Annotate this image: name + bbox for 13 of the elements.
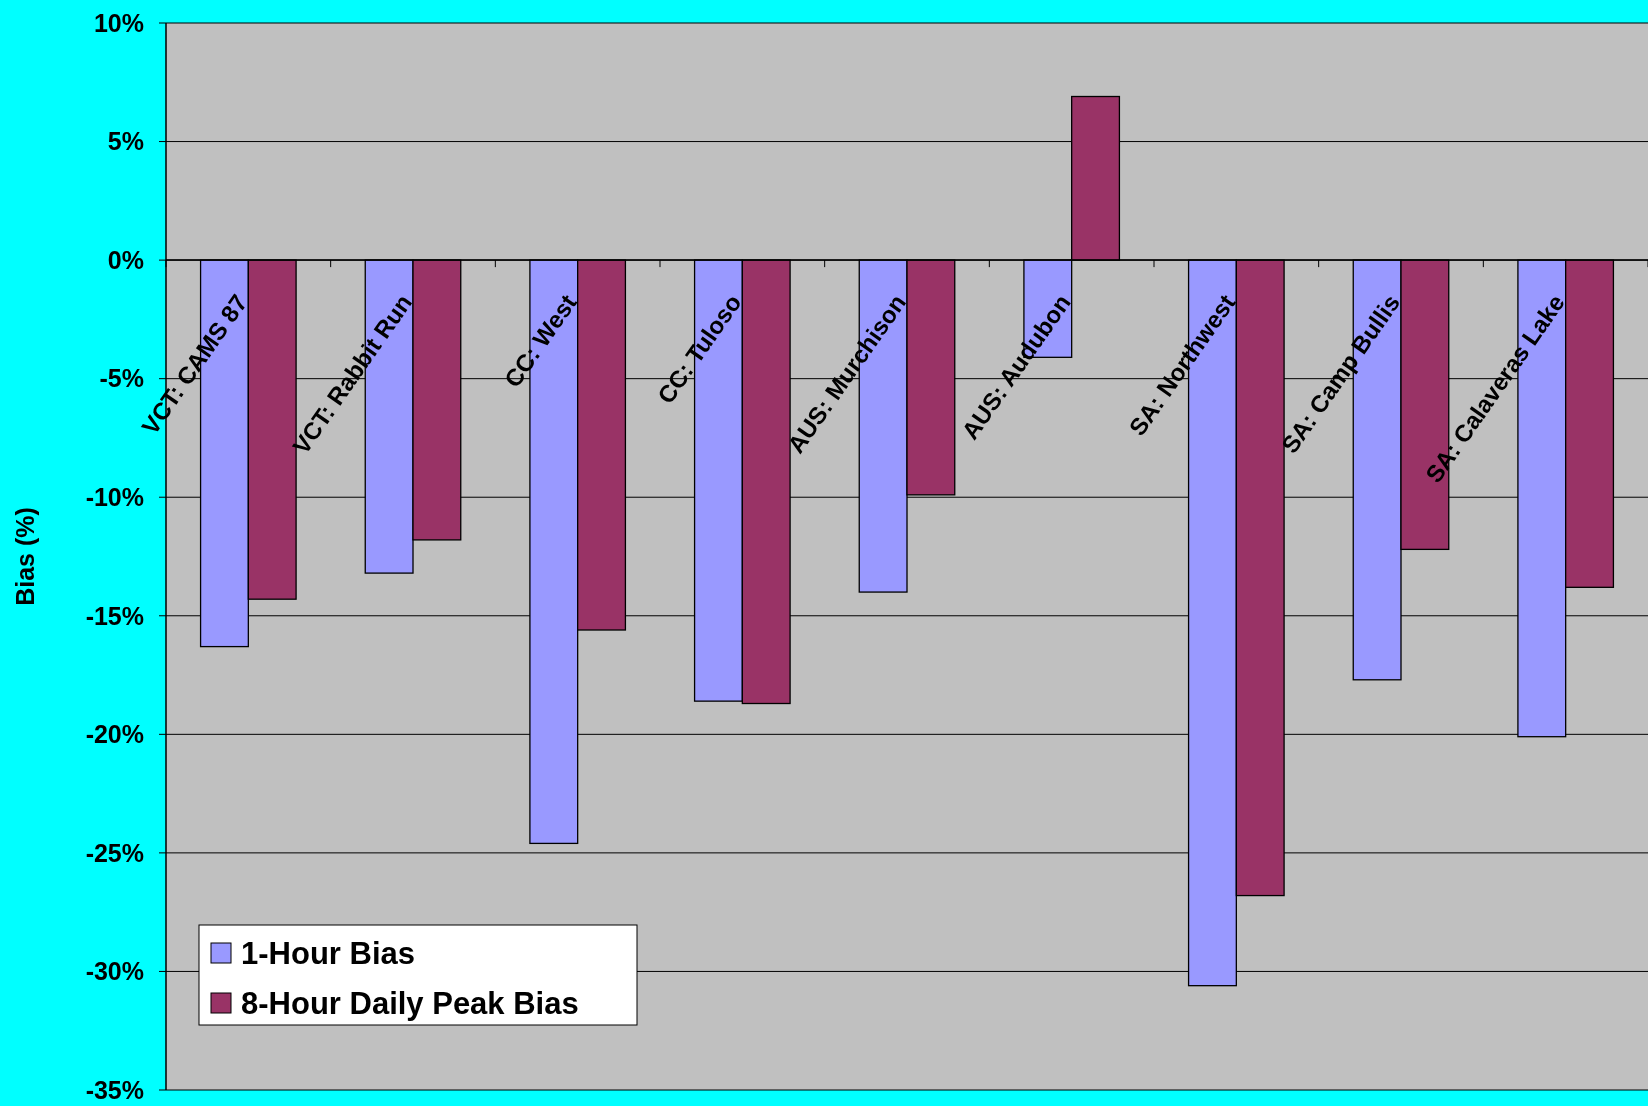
- y-tick-label: -20%: [85, 720, 144, 749]
- legend-label: 8-Hour Daily Peak Bias: [241, 985, 579, 1021]
- y-tick-label: 0%: [107, 245, 144, 274]
- y-tick-label: -10%: [85, 482, 144, 511]
- y-tick-label: -35%: [85, 1075, 144, 1104]
- y-tick-label: -15%: [85, 601, 144, 630]
- y-tick-label: -25%: [85, 838, 144, 867]
- y-tick-label: -5%: [99, 364, 144, 393]
- y-axis-title: Bias (%): [11, 507, 39, 606]
- y-tick-label: 5%: [107, 127, 144, 156]
- legend-label: 1-Hour Bias: [241, 935, 415, 971]
- y-tick-label: 10%: [93, 8, 144, 37]
- y-tick-label: -30%: [85, 957, 144, 986]
